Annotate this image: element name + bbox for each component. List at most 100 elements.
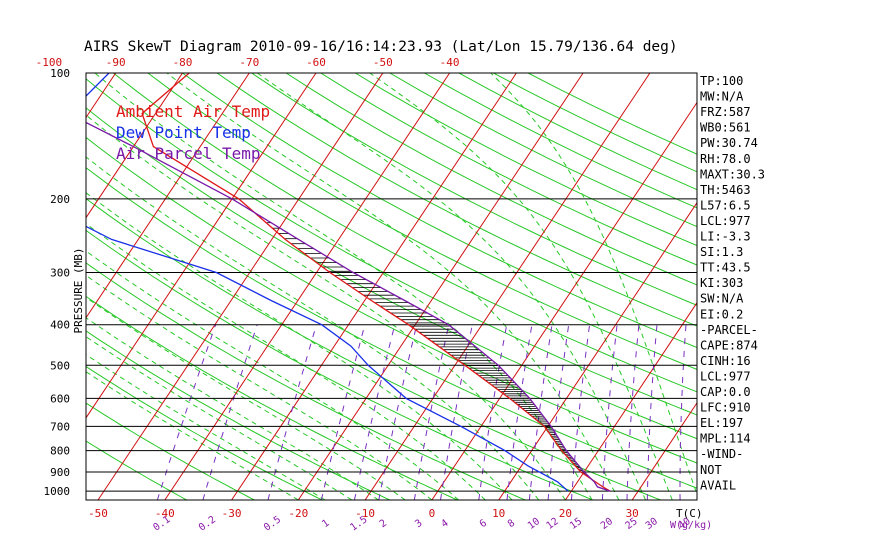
index-item: RH:78.0 bbox=[700, 152, 751, 166]
dry-adiabat-21 bbox=[424, 73, 697, 209]
pressure-tick-label: 800 bbox=[50, 445, 70, 458]
index-item: SI:1.3 bbox=[700, 245, 743, 259]
dry-adiabat-0 bbox=[86, 440, 187, 500]
mixing-ratio-line-10 bbox=[528, 324, 553, 500]
bottom-temp-tick-label: -20 bbox=[288, 507, 308, 520]
moist-adiabat-12 bbox=[86, 192, 513, 500]
dry-adiabat-13 bbox=[147, 73, 697, 371]
mixing-ratio-line-12 bbox=[571, 324, 591, 500]
mixing-ratio-unit-label: W(g/kg) bbox=[670, 520, 712, 531]
top-temp-tick-label: -100 bbox=[36, 56, 63, 69]
top-temp-tick-label: -90 bbox=[106, 56, 126, 69]
bottom-temp-tick-label: 10 bbox=[492, 507, 505, 520]
index-item: LCL:977 bbox=[700, 214, 751, 228]
profile-series bbox=[86, 73, 611, 492]
index-item: TT:43.5 bbox=[700, 261, 751, 275]
bottom-temp-tick-label: -10 bbox=[355, 507, 375, 520]
mixing-ratio-line-5 bbox=[378, 324, 418, 500]
legend: Ambient Air Temp Dew Point Temp Air Parcel… bbox=[116, 102, 270, 163]
mixing-ratio-label: 4 bbox=[439, 518, 450, 530]
mixing-ratio-line-16 bbox=[679, 324, 687, 500]
legend-entry: Ambient Air Temp bbox=[116, 102, 270, 121]
isotherm--10 bbox=[364, 73, 651, 500]
isotherm--90 bbox=[86, 73, 117, 119]
index-item: CAPE:874 bbox=[700, 338, 758, 352]
dry-adiabat-23 bbox=[493, 73, 697, 173]
bottom-temp-tick-label: 30 bbox=[626, 507, 639, 520]
mixing-ratio-line-8 bbox=[478, 324, 508, 500]
index-item: SW:N/A bbox=[700, 292, 744, 306]
bottom-temp-tick-label: -40 bbox=[155, 507, 175, 520]
moist-adiabat--12 bbox=[86, 336, 352, 500]
index-item: CINH:16 bbox=[700, 354, 751, 368]
isotherm--80 bbox=[86, 73, 183, 219]
isotherm--40 bbox=[164, 73, 451, 500]
chart-title: AIRS SkewT Diagram 2010-09-16/16:14:23.9… bbox=[84, 39, 678, 55]
isotherm--30 bbox=[231, 73, 517, 500]
mixing-ratio-line-9 bbox=[506, 324, 533, 500]
mixing-ratio-line-2 bbox=[267, 324, 317, 500]
isotherm--70 bbox=[86, 73, 250, 319]
series-dew-point-temp bbox=[86, 73, 569, 492]
index-item: -WIND- bbox=[700, 447, 743, 461]
moist-adiabat-20 bbox=[86, 114, 566, 500]
moist-adiabat-24 bbox=[94, 73, 593, 500]
pressure-tick-label: 900 bbox=[50, 466, 70, 479]
bottom-temp-tick-label: -50 bbox=[88, 507, 108, 520]
index-item: MPL:114 bbox=[700, 432, 751, 446]
top-temp-tick-label: -70 bbox=[239, 56, 259, 69]
dry-adiabat-15 bbox=[216, 73, 697, 327]
mixing-ratio-line-3 bbox=[320, 324, 366, 500]
index-item: KI:303 bbox=[700, 276, 743, 290]
isotherm-30 bbox=[631, 401, 697, 500]
index-item: CAP:0.0 bbox=[700, 385, 751, 399]
pressure-tick-label: 300 bbox=[50, 267, 70, 280]
moist-adiabat-36 bbox=[369, 73, 673, 500]
index-item: LCL:977 bbox=[700, 369, 751, 383]
isotherm-0 bbox=[431, 101, 697, 500]
dry-adiabat-12 bbox=[112, 73, 697, 393]
top-temp-tick-label: -50 bbox=[373, 56, 393, 69]
mixing-ratio-line-11 bbox=[547, 324, 570, 500]
dry-adiabat-10 bbox=[86, 107, 697, 440]
background-grid bbox=[86, 73, 697, 500]
bottom-temp-tick-label: 20 bbox=[559, 507, 572, 520]
pressure-tick-label: 200 bbox=[50, 193, 70, 206]
dry-adiabat-11 bbox=[86, 78, 697, 416]
mixing-ratio-label: 1 bbox=[320, 518, 331, 530]
dry-adiabat-8 bbox=[86, 167, 697, 489]
mixing-ratio-label: 6 bbox=[478, 518, 489, 530]
index-item: MAXT:30.3 bbox=[700, 167, 765, 181]
moist-adiabat-16 bbox=[86, 156, 540, 500]
pressure-tick-label: 100 bbox=[50, 67, 70, 80]
mixing-ratio-label: 0.2 bbox=[197, 514, 218, 533]
index-item: LFC:910 bbox=[700, 401, 751, 415]
mixing-ratio-label: 0.5 bbox=[262, 514, 283, 533]
dry-adiabat-14 bbox=[182, 73, 697, 349]
mixing-ratio-label: 2 bbox=[378, 518, 389, 530]
dry-adiabat-1 bbox=[86, 402, 255, 500]
moist-adiabat-28 bbox=[166, 73, 620, 500]
mixing-ratio-line-13 bbox=[601, 324, 618, 500]
isotherm--50 bbox=[97, 73, 384, 500]
dry-adiabat-5 bbox=[86, 262, 526, 500]
moist-adiabat-32 bbox=[256, 73, 647, 500]
y-axis-label: PRESSURE (MB) bbox=[72, 247, 85, 333]
mixing-ratio-label: 10 bbox=[526, 516, 542, 532]
index-item: WB0:561 bbox=[700, 121, 751, 135]
mixing-ratio-line-1 bbox=[202, 324, 258, 500]
series-ambient-air-temp bbox=[141, 73, 611, 492]
index-item: EI:0.2 bbox=[700, 307, 743, 321]
top-temp-tick-label: -80 bbox=[173, 56, 193, 69]
dry-adiabat-19 bbox=[355, 73, 697, 247]
mixing-ratio-label: 30 bbox=[644, 516, 660, 532]
bottom-temp-tick-label: -30 bbox=[222, 507, 242, 520]
mixing-ratio-label: 8 bbox=[506, 518, 517, 530]
index-item: -PARCEL- bbox=[700, 323, 758, 337]
moist-adiabat-0 bbox=[86, 274, 433, 500]
isotherm--60 bbox=[86, 73, 317, 419]
pressure-tick-label: 400 bbox=[50, 319, 70, 332]
index-item: NOT bbox=[700, 463, 722, 477]
